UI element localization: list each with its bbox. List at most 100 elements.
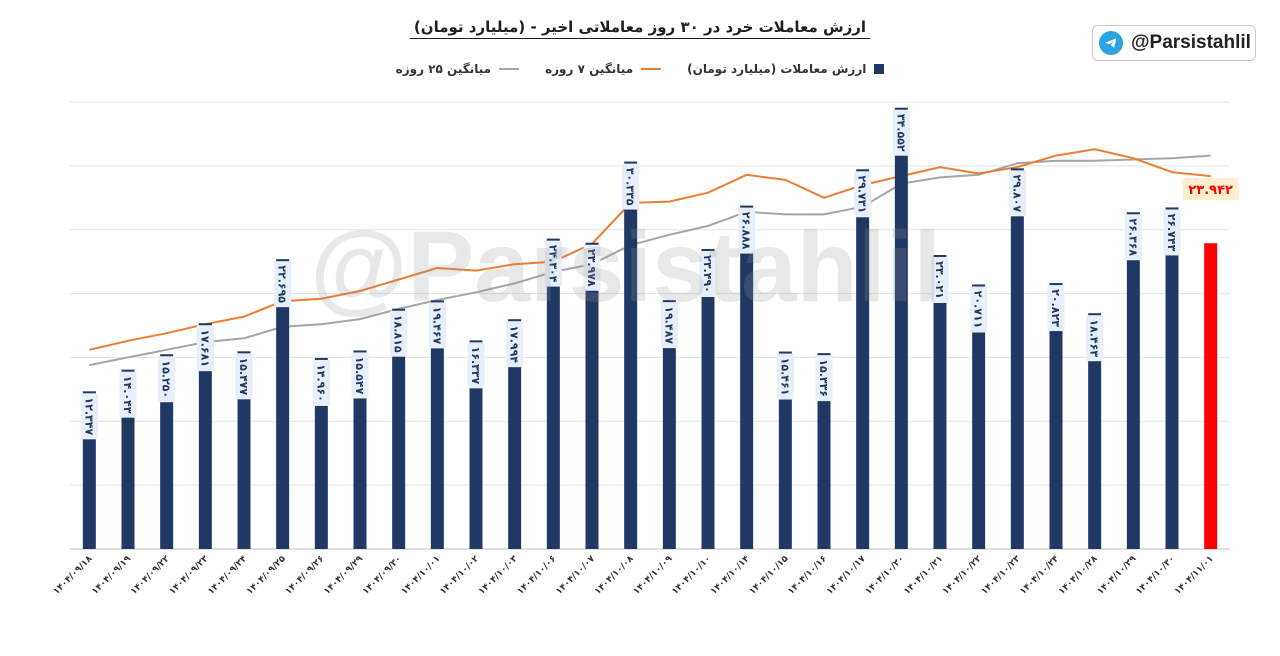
bar-label-text: ۲۶.۳۶۸ <box>1126 218 1139 256</box>
x-tick-label: ۱۴۰۴/۰۹/۲۲ <box>129 554 172 597</box>
bar <box>778 351 792 549</box>
bar-label-text: ۱۵.۴۶۱ <box>778 358 791 396</box>
bar-label-text: ۲۹.۸۰۷ <box>1010 174 1023 212</box>
bar-label: ۱۵.۴۶۱ <box>776 353 794 400</box>
x-tick-label: ۱۴۰۴/۱۱/۰۱ <box>1173 554 1216 597</box>
bar-label-text: ۱۷.۶۸۱ <box>198 329 211 367</box>
bar-label-bg <box>158 356 176 403</box>
bar-label-text: ۱۲.۳۴۷ <box>82 397 95 435</box>
legend-label-ma25: میانگین ۲۵ روزه <box>395 62 492 76</box>
bar-label-text: ۱۸.۴۶۳ <box>1088 319 1101 357</box>
bar <box>1126 212 1140 549</box>
bar-label-text: ۱۴.۹۶۰ <box>314 364 327 402</box>
bar-label: ۱۹.۴۸۷ <box>660 302 678 349</box>
bar <box>353 350 367 549</box>
bar-label-text: ۲۹.۷۳۱ <box>856 175 869 213</box>
bar-label-text: ۱۶.۳۳۷ <box>469 346 482 384</box>
bar-label-text: ۱۵.۴۷۷ <box>237 357 250 395</box>
bar-label: ۲۶.۷۴۳ <box>1163 209 1181 256</box>
legend-item-bars: ارزش معاملات (میلیارد تومان) <box>687 62 885 76</box>
x-tick-label: ۱۴۰۴/۱۰/۲۹ <box>1096 554 1139 597</box>
telegram-badge[interactable]: @Parsistahlil <box>1092 25 1256 61</box>
bar-label: ۳۴.۵۵۲ <box>892 109 910 156</box>
bar-label-text: ۱۹.۴۸۷ <box>662 306 675 344</box>
x-tick-label: ۱۴۰۴/۱۰/۱۰ <box>670 554 713 597</box>
bar <box>1010 168 1024 549</box>
bar-label: ۱۵.۵۴۷ <box>351 352 369 399</box>
bar <box>856 169 870 549</box>
bar <box>392 308 406 549</box>
x-tick-label: ۱۴۰۴/۰۹/۱۹ <box>90 554 133 597</box>
x-tick-label: ۱۴۰۴/۱۰/۰۱ <box>400 554 443 597</box>
bar-label-text: ۱۴.۰۴۳ <box>121 376 134 414</box>
legend-swatch-bars <box>874 64 885 74</box>
x-tick-label: ۱۴۰۴/۰۹/۲۵ <box>245 554 288 597</box>
x-tick-label: ۱۴۰۴/۰۹/۲۶ <box>284 554 327 597</box>
bar-label-bg <box>1047 285 1065 332</box>
bar-label: ۱۷.۶۸۱ <box>196 325 214 372</box>
x-tick-label: ۱۴۰۴/۱۰/۰۶ <box>516 554 559 597</box>
legend-label-bars: ارزش معاملات (میلیارد تومان) <box>687 62 867 76</box>
x-tick-label: ۱۴۰۴/۱۰/۲۴ <box>1018 554 1061 597</box>
bar-label-text: ۱۹.۴۶۷ <box>430 307 443 345</box>
bar-label: ۱۵.۲۵۰ <box>158 356 176 403</box>
bar-label-text: ۲۶.۷۴۳ <box>1165 214 1178 252</box>
bar-label: ۲۹.۷۳۱ <box>854 171 872 218</box>
bar-label-text: ۲۰.۸۲۳ <box>1049 289 1062 327</box>
bar-label-bg <box>351 352 369 399</box>
x-tick-label: ۱۴۰۴/۱۰/۰۳ <box>477 554 520 597</box>
bar-label-bg <box>428 302 446 349</box>
series-line <box>89 148 1211 351</box>
bar-label-bg <box>390 310 408 357</box>
bar-label: ۲۳.۴۹۰ <box>699 250 717 297</box>
bar-label-bg <box>467 342 485 389</box>
bar-label-bg <box>312 359 330 406</box>
x-tick-label: ۱۴۰۴/۱۰/۰۹ <box>632 554 675 597</box>
bar-label-bg <box>583 244 601 291</box>
bar-label-bg <box>738 207 756 254</box>
bar-label: ۲۴.۳۰۴ <box>544 240 562 287</box>
x-tick-label: ۱۴۰۴/۱۰/۲۰ <box>864 554 907 597</box>
bar <box>198 323 212 549</box>
bar-label-bg <box>544 240 562 287</box>
legend-item-ma25: میانگین ۲۵ روزه <box>395 62 520 76</box>
bar-label-bg <box>274 261 292 308</box>
bar-label: ۲۹.۸۰۷ <box>1008 170 1026 217</box>
x-tick-label: ۱۴۰۴/۱۰/۰۷ <box>554 554 597 597</box>
bar <box>972 284 986 549</box>
bar-label: ۲۳.۹۷۸ <box>583 244 601 291</box>
bar <box>1049 283 1063 549</box>
bar-label: ۱۴.۰۴۳ <box>119 371 137 418</box>
x-tick-label: ۱۴۰۴/۰۹/۳۰ <box>361 554 404 597</box>
bar-label-text: ۱۷.۹۹۴ <box>508 325 521 363</box>
x-tick-label: ۱۴۰۴/۱۰/۱۴ <box>709 554 752 597</box>
bar <box>508 319 522 549</box>
x-tick-label: ۱۴۰۴/۱۰/۱۶ <box>786 554 829 597</box>
bar <box>1088 313 1102 549</box>
bar-label-text: ۲۳.۴۹۰ <box>701 255 714 293</box>
x-tick-label: ۱۴۰۴/۱۰/۱۵ <box>748 554 791 597</box>
x-tick-label: ۱۴۰۴/۰۹/۲۳ <box>168 554 211 597</box>
x-tick-label: ۱۴۰۴/۰۹/۱۸ <box>52 554 95 597</box>
last-value-text: ۲۳.۹۴۲ <box>1188 183 1233 198</box>
bar-label: ۱۵.۳۳۶ <box>815 355 833 402</box>
bar-label-bg <box>506 321 524 368</box>
bar-label-bg <box>80 393 98 440</box>
bar-label-bg <box>622 163 640 210</box>
bar-label-text: ۱۵.۵۴۷ <box>353 357 366 395</box>
last-value-bg <box>1182 178 1239 201</box>
bar-label: ۲۶.۳۶۸ <box>1124 214 1142 261</box>
bar <box>237 351 251 549</box>
last-value-label: ۲۳.۹۴۲ <box>1182 178 1239 201</box>
bar-label-bg <box>815 355 833 402</box>
bar <box>740 205 754 550</box>
bar <box>546 238 560 549</box>
bar-label-text: ۱۵.۲۵۰ <box>160 360 173 398</box>
x-tick-labels: ۱۴۰۴/۰۹/۱۸۱۴۰۴/۰۹/۱۹۱۴۰۴/۰۹/۲۲۱۴۰۴/۰۹/۲۳… <box>52 554 1216 597</box>
bar <box>933 254 947 549</box>
x-tick-label: ۱۴۰۴/۱۰/۲۱ <box>902 554 945 597</box>
bar-label-bg <box>1008 170 1026 217</box>
bar-label-text: ۲۲.۶۹۵ <box>276 265 289 303</box>
bar-label: ۱۸.۸۱۵ <box>390 310 408 357</box>
